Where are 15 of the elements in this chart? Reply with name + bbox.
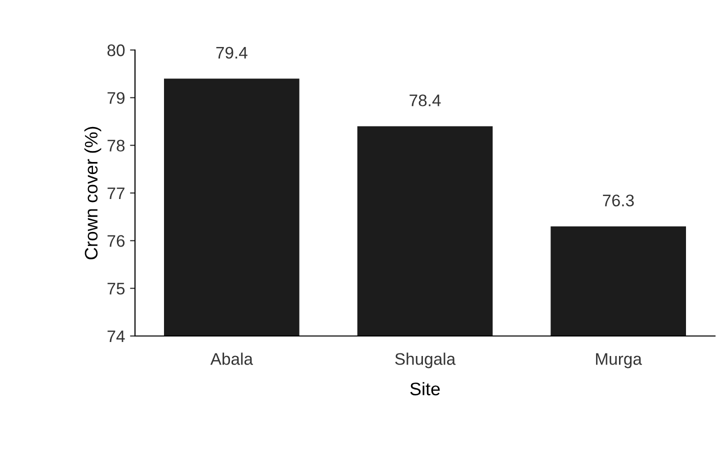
data-label: 78.4 xyxy=(410,94,441,106)
y-tick-label: 75 xyxy=(108,282,125,295)
data-label: 79.4 xyxy=(216,46,248,59)
y-axis-title: Crown cover (%) xyxy=(84,126,102,260)
y-tick-label: 77 xyxy=(108,188,124,200)
x-tick-label: Shugala xyxy=(395,352,456,368)
x-axis-title: Site xyxy=(410,382,440,396)
x-tick-label: Abala xyxy=(210,352,253,365)
y-tick-label: 78 xyxy=(108,140,125,152)
y-tick-label: 79 xyxy=(108,92,124,104)
data-label: 76.3 xyxy=(602,194,634,206)
y-tick-label: 74 xyxy=(108,330,125,342)
y-tick-label: 80 xyxy=(107,44,125,56)
y-tick-label: 76 xyxy=(108,235,125,247)
x-tick-label: Murga xyxy=(596,353,642,368)
